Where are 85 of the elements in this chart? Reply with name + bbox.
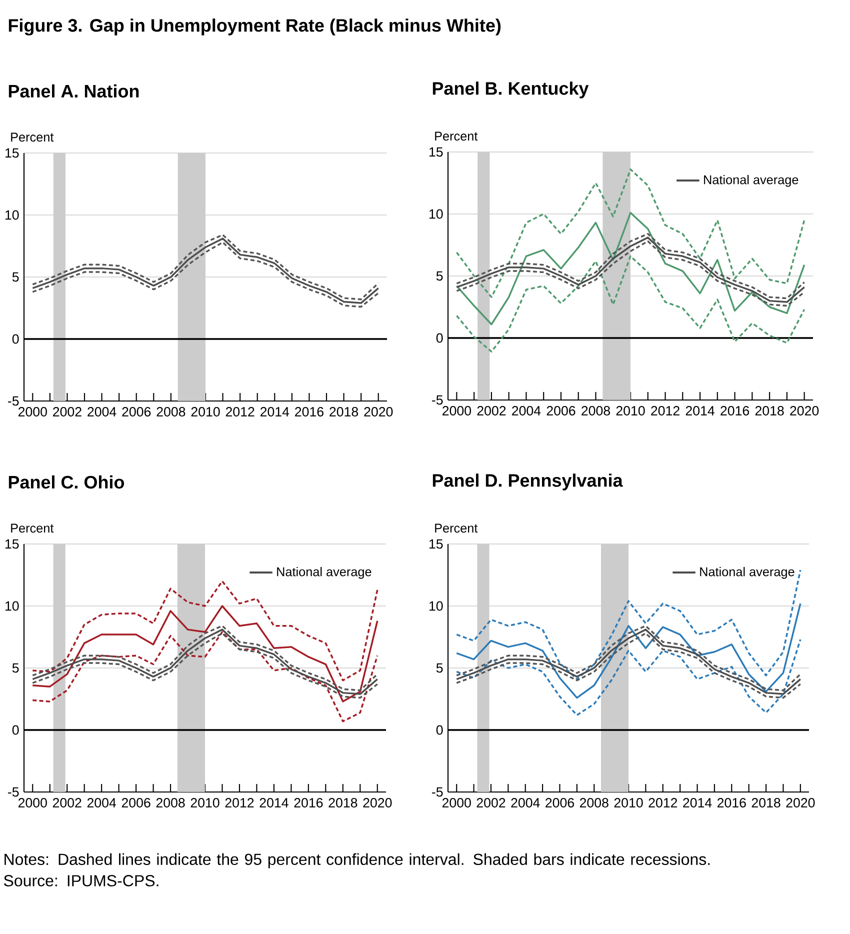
x-tick-label: 2000 (442, 406, 472, 416)
x-tick-label: 2004 (511, 798, 540, 808)
y-tick-label: 15 (5, 148, 19, 158)
y-tick-label: 5 (12, 272, 19, 282)
x-tick-label: 2002 (476, 798, 506, 808)
line-series (32, 580, 378, 682)
x-tick-label: 2014 (686, 406, 714, 416)
x-tick-label: 2008 (156, 407, 186, 416)
y-tick-label: 10 (5, 601, 19, 611)
x-tick-label: 2012 (225, 798, 254, 808)
legend-label: National average (700, 566, 794, 579)
x-tick-label: 2016 (294, 798, 323, 808)
line-series (456, 212, 806, 326)
y-tick-label: 0 (436, 333, 443, 343)
x-tick-label: 2004 (512, 406, 541, 416)
y-tick-label: 10 (429, 209, 443, 219)
y-tick-label: 15 (429, 539, 443, 549)
x-tick-label: 2010 (614, 798, 643, 808)
x-tick-label: 2020 (363, 798, 392, 808)
chart-title: Panel D. Pennsylvania (432, 474, 623, 490)
x-tick-label: 2004 (88, 407, 116, 416)
y-axis-title: Percent (11, 524, 54, 533)
legend-label: National average (277, 566, 372, 579)
legend-label: National average (704, 174, 798, 187)
x-tick-label: 2004 (87, 798, 116, 808)
x-tick-label: 2018 (330, 407, 358, 416)
y-tick-label: 0 (12, 334, 19, 344)
x-tick-label: 2002 (477, 406, 506, 416)
y-axis-title: Percent (11, 132, 54, 142)
line-series (456, 602, 802, 699)
y-tick-label: 10 (429, 601, 443, 611)
x-tick-label: 2014 (683, 798, 712, 808)
y-tick-label: -5 (432, 395, 443, 405)
line-series (32, 631, 378, 722)
x-tick-label: 2020 (786, 798, 815, 808)
x-tick-label: 2006 (546, 406, 576, 416)
y-tick-label: 5 (436, 663, 443, 673)
chart-title: Panel C. Ohio (8, 475, 124, 489)
y-tick-label: 15 (429, 147, 443, 157)
y-axis-title: Percent (435, 132, 478, 141)
x-tick-label: 2000 (442, 798, 471, 808)
line-series (456, 569, 802, 680)
y-tick-label: 5 (12, 663, 19, 673)
y-tick-label: 5 (436, 271, 443, 281)
x-tick-label: 2006 (122, 407, 151, 416)
x-tick-label: 2002 (52, 798, 82, 808)
x-tick-label: 2018 (752, 798, 780, 808)
y-tick-label: 0 (12, 725, 19, 735)
chart-title: Panel B. Kentucky (432, 82, 589, 98)
y-tick-label: -5 (432, 787, 443, 797)
x-tick-label: 2018 (328, 798, 358, 808)
x-tick-label: 2000 (18, 407, 47, 416)
x-tick-label: 2016 (295, 407, 324, 416)
x-tick-label: 2008 (582, 406, 610, 416)
x-tick-label: 2010 (190, 798, 220, 808)
x-tick-label: 2006 (122, 798, 150, 808)
x-tick-label: 2000 (18, 798, 47, 808)
x-tick-label: 2008 (156, 798, 185, 808)
y-tick-label: -5 (8, 787, 19, 797)
source-note: Source: IPUMS-CPS. (4, 875, 158, 886)
x-tick-label: 2014 (260, 407, 290, 416)
y-tick-label: 0 (436, 725, 443, 735)
line-series (456, 168, 806, 298)
chart-subtitle: Panel A. Nation (8, 84, 139, 98)
y-tick-label: 10 (5, 210, 19, 220)
x-tick-label: 2010 (191, 407, 220, 416)
x-tick-label: 2012 (648, 798, 678, 808)
x-tick-label: 2014 (260, 798, 288, 808)
x-tick-label: 2020 (364, 407, 393, 416)
x-tick-label: 2006 (546, 798, 574, 808)
y-axis-title: Percent (435, 524, 478, 533)
x-tick-label: 2008 (580, 798, 608, 808)
x-tick-label: 2016 (717, 798, 746, 808)
y-tick-label: -5 (8, 396, 19, 406)
line-series (456, 255, 806, 353)
x-tick-label: 2002 (53, 407, 82, 416)
x-tick-label: 2016 (720, 406, 750, 416)
x-tick-label: 2012 (226, 407, 254, 416)
text: Notes: Dashed lines indicate the 95 percent confidence interval. Shaded bars indicate recessions. (4, 853, 710, 868)
x-tick-label: 2012 (651, 406, 680, 416)
x-tick-label: 2010 (616, 406, 645, 416)
x-tick-label: 2020 (790, 406, 819, 416)
x-tick-label: 2018 (755, 406, 784, 416)
y-tick-label: 15 (5, 539, 19, 549)
chart-title: Figure 3. Gap in Unemployment Rate (Black minus White) (8, 18, 501, 36)
